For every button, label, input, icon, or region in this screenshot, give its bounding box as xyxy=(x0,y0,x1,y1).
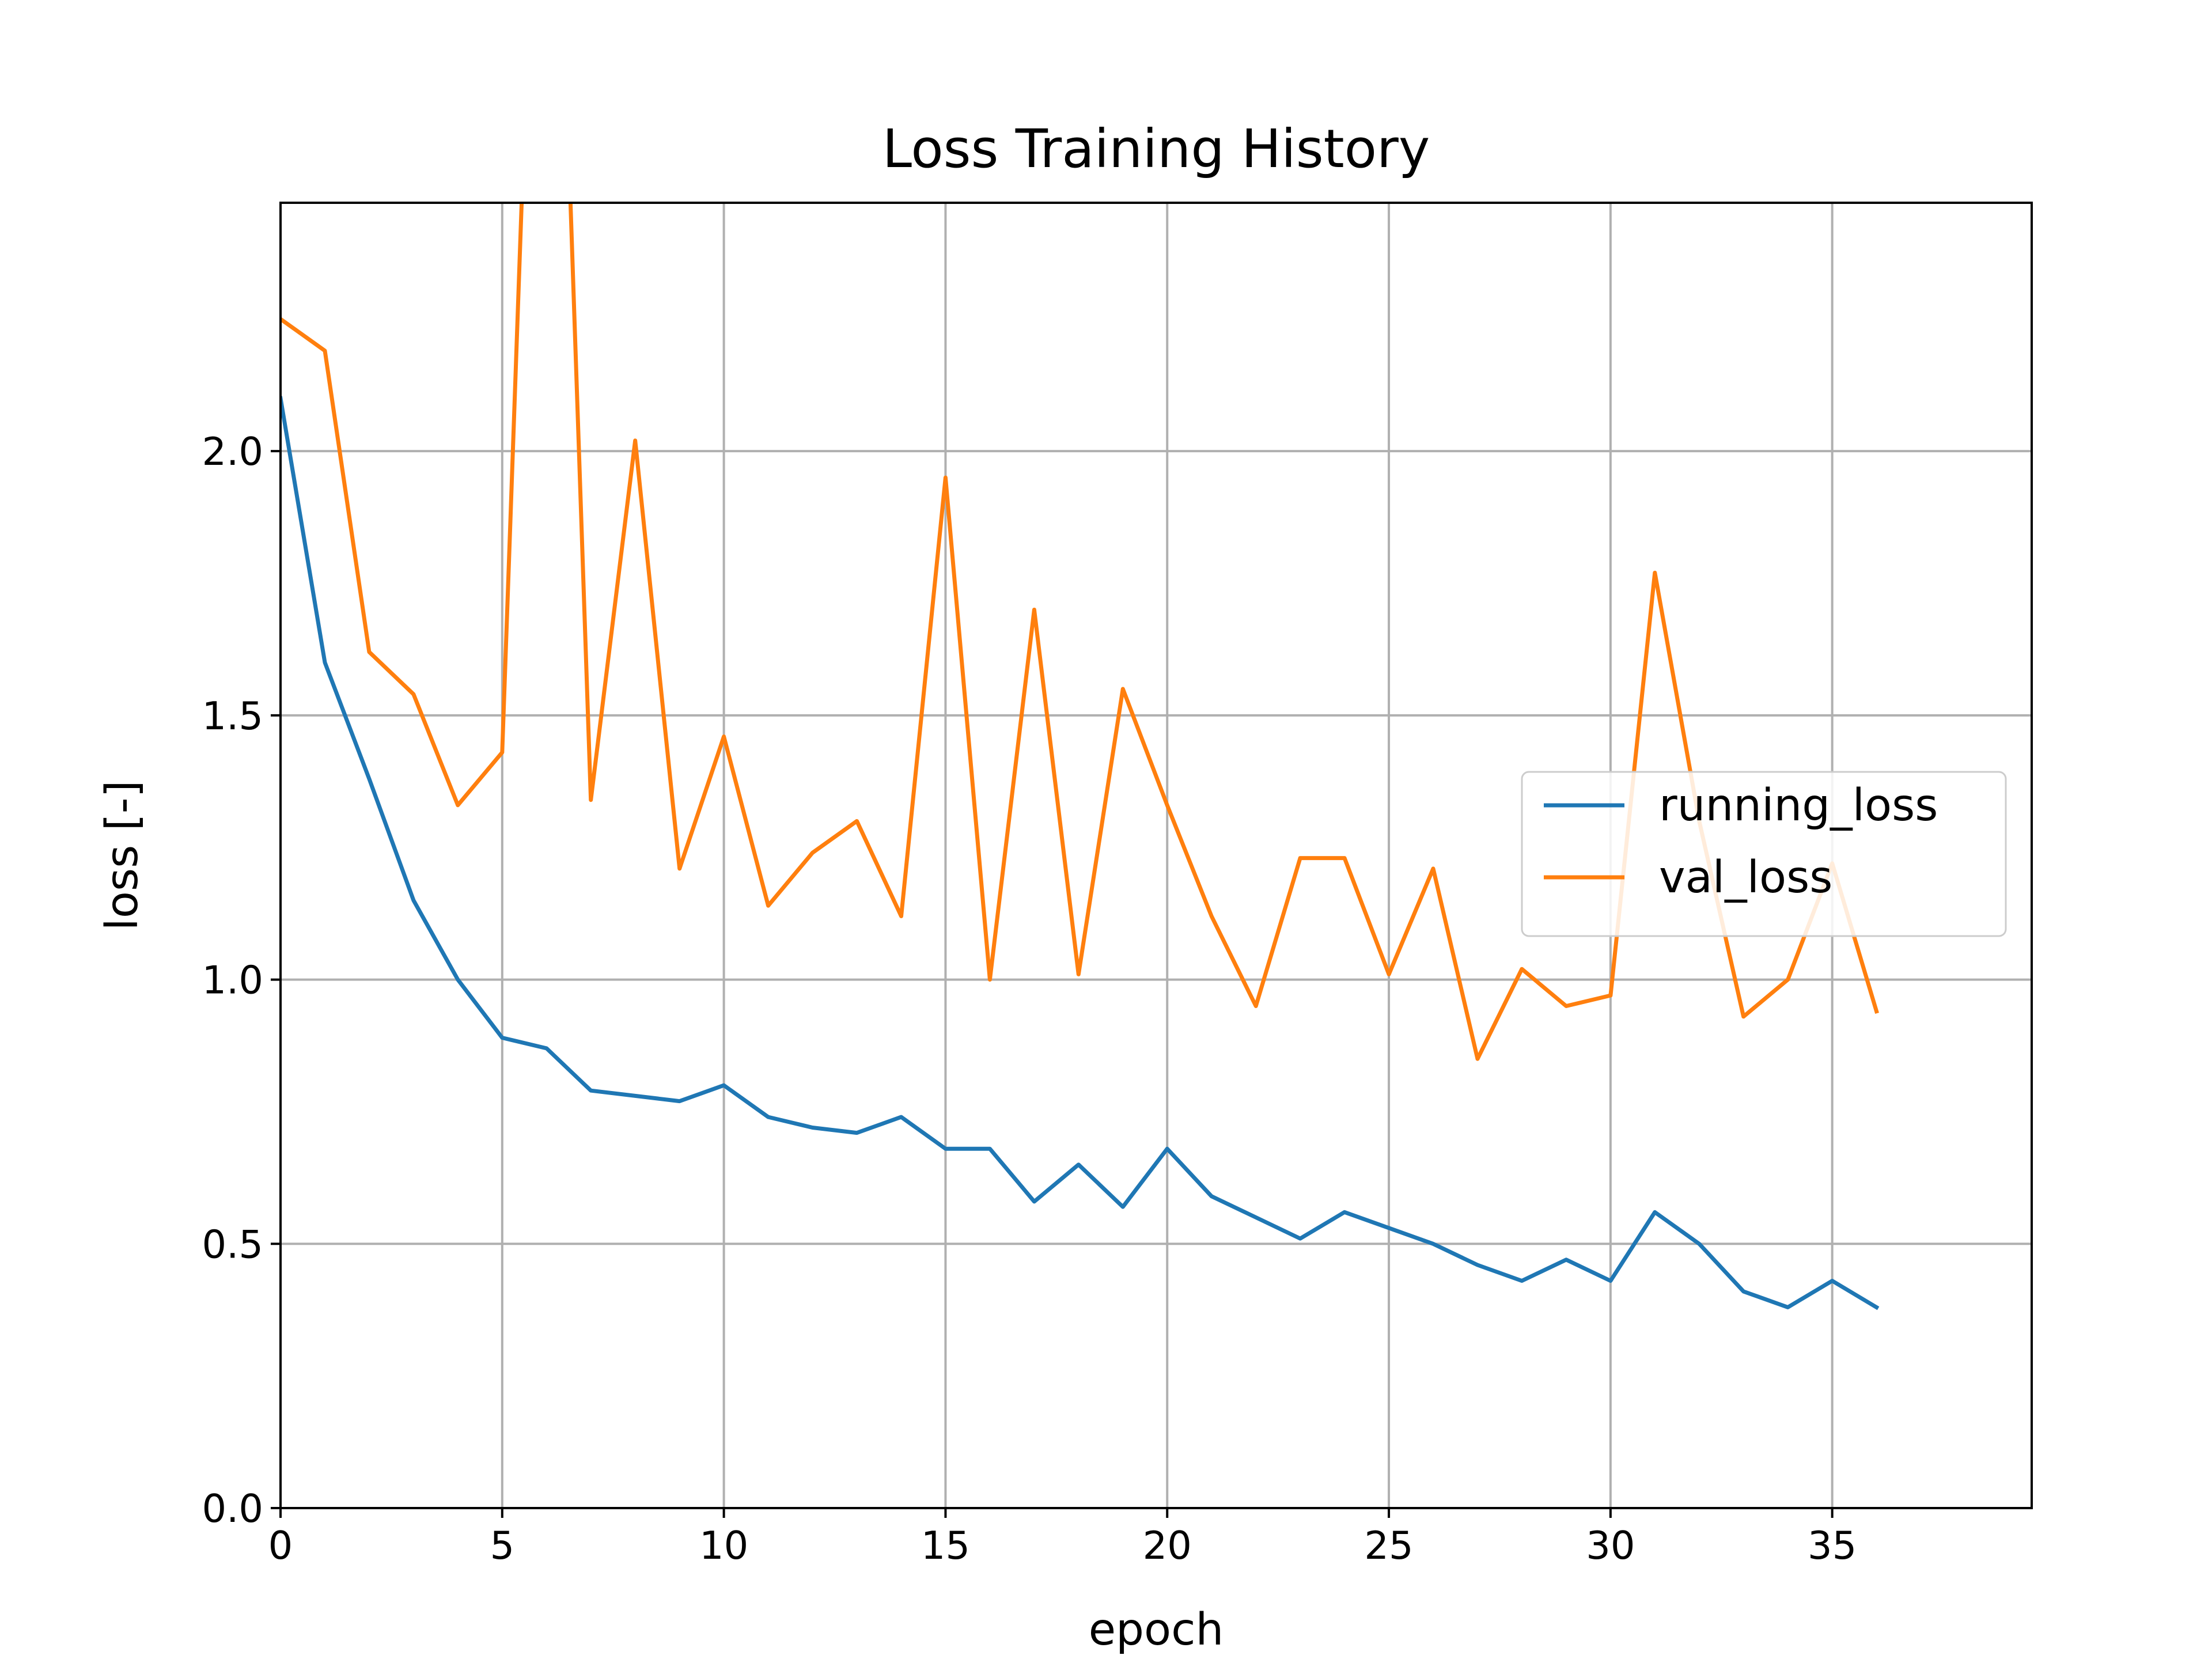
y-tick-label: 0.5 xyxy=(202,1222,263,1267)
x-tick-label: 0 xyxy=(268,1523,293,1568)
axis-ticks: 0 5 10 15 20 25 30 35 0.0 0.5 1.0 1.5 2.0 xyxy=(202,429,1857,1568)
series-line-running-loss xyxy=(281,396,1880,1310)
y-tick-label: 1.0 xyxy=(202,958,263,1003)
y-tick-label: 1.5 xyxy=(202,694,263,738)
x-tick-label: 25 xyxy=(1364,1523,1413,1568)
plot-frame xyxy=(279,202,2033,1509)
y-axis-label: loss [-] xyxy=(97,780,148,930)
x-tick-label: 30 xyxy=(1586,1523,1635,1568)
legend-box xyxy=(1521,771,2007,937)
x-tick-label: 15 xyxy=(921,1523,970,1568)
x-tick-label: 35 xyxy=(1808,1523,1857,1568)
x-tick-label: 5 xyxy=(490,1523,514,1568)
legend: running_loss val_loss xyxy=(1521,771,2007,937)
x-tick-label: 10 xyxy=(699,1523,748,1568)
series-line-val-loss xyxy=(281,203,1879,1061)
chart-title: Loss Training History xyxy=(882,118,1430,180)
x-axis-label: epoch xyxy=(1089,1604,1224,1656)
legend-label: running_loss xyxy=(1659,780,1938,831)
x-tick-label: 20 xyxy=(1143,1523,1192,1568)
y-tick-label: 2.0 xyxy=(202,429,263,474)
y-tick-label: 0.0 xyxy=(202,1486,263,1531)
legend-label: val_loss xyxy=(1659,852,1832,903)
series-layer xyxy=(281,203,1880,1310)
